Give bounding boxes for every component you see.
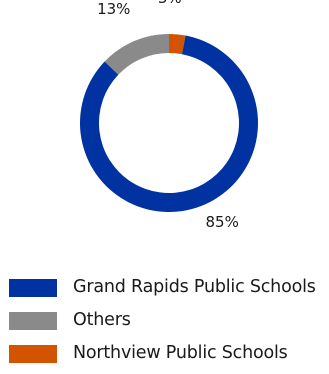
legend-swatch-northview (9, 344, 57, 363)
data-label-northview-public-schools: 3% (158, 0, 182, 7)
slice-northview-public-schools (169, 34, 186, 55)
data-label-grand-rapids-public-schools: 85% (206, 213, 239, 231)
legend-swatch-grand-rapids (9, 278, 57, 297)
legend-swatch-others (9, 311, 57, 330)
donut-chart: 3% 85% 13% Grand Rapids Public Schools Oth… (9, 0, 316, 363)
legend-item-others: Others (9, 308, 329, 333)
legend-label-others: Others (73, 310, 131, 330)
legend-item-grand-rapids: Grand Rapids Public Schools (9, 275, 329, 300)
legend: Grand Rapids Public Schools Others North… (9, 275, 329, 374)
legend-label-northview: Northview Public Schools (73, 343, 288, 363)
donut-plot-area: 3% 85% 13% (79, 0, 258, 231)
data-label-others: 13% (97, 0, 130, 18)
legend-label-grand-rapids: Grand Rapids Public Schools (73, 277, 316, 297)
slice-others (104, 34, 169, 75)
legend-item-northview: Northview Public Schools (9, 341, 329, 366)
